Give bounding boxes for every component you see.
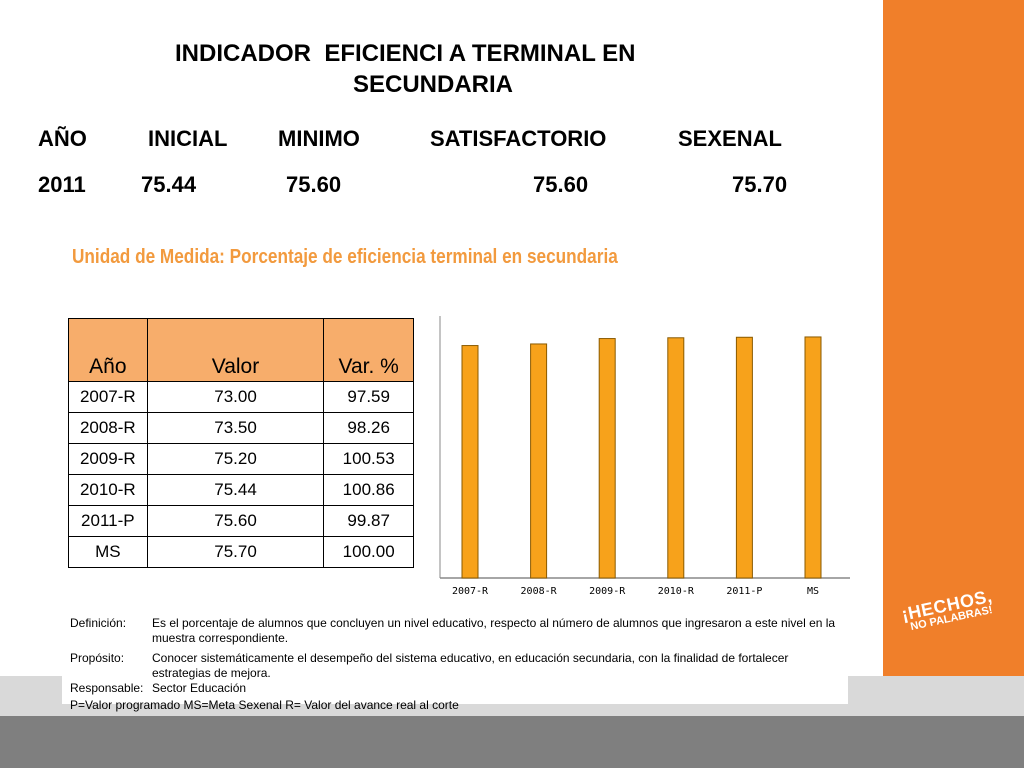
definitions-block: Definición: Es el porcentaje de alumnos … xyxy=(70,616,850,713)
table-cell: MS xyxy=(68,536,148,568)
value-initial: 75.44 xyxy=(141,172,197,197)
chart-bar xyxy=(530,343,548,579)
table-row: MS 75.70 100.00 xyxy=(68,536,414,568)
table-cell: 2008-R xyxy=(68,412,148,444)
table-row: 2007-R 73.00 97.59 xyxy=(68,381,414,413)
purpose-text: Conocer sistemáticamente el desempeño de… xyxy=(152,651,789,680)
chart-x-tick-label: 2008-R xyxy=(520,586,557,597)
table-cell: 73.50 xyxy=(146,412,325,444)
responsible-row: Responsable: Sector Educación xyxy=(70,681,850,696)
header-year: AÑO xyxy=(38,126,87,151)
table-row: 2008-R 73.50 98.26 xyxy=(68,412,414,444)
indicator-table: Año Valor Var. % 2007-R 73.00 97.59 2008… xyxy=(68,318,414,568)
table-header-var: Var. % xyxy=(323,318,414,382)
unit-title: Unidad de Medida: Porcentaje de eficienc… xyxy=(72,246,618,268)
table-cell: 100.00 xyxy=(323,536,414,568)
bar-chart xyxy=(436,316,850,606)
responsible-text: Sector Educación xyxy=(152,681,247,695)
table-row: 2011-P 75.60 99.87 xyxy=(68,505,414,537)
title-line2: SECUNDARIA xyxy=(353,71,514,98)
table-cell: 75.70 xyxy=(146,536,325,568)
responsible-label: Responsable: xyxy=(70,681,144,695)
legend-text: P=Valor programado MS=Meta Sexenal R= Va… xyxy=(70,698,459,712)
chart-x-tick-label: MS xyxy=(806,586,820,597)
embedded-indicator-image: Unidad de Medida: Porcentaje de eficienc… xyxy=(62,230,850,712)
value-satisfactory: 75.60 xyxy=(533,172,589,197)
table-cell: 100.53 xyxy=(323,443,414,475)
purpose-row: Propósito: Conocer sistemáticamente el d… xyxy=(70,651,850,681)
table-header-year: Año xyxy=(68,318,148,382)
header-sexennial: SEXENAL xyxy=(678,126,782,151)
table-cell: 2011-P xyxy=(68,505,148,537)
chart-bar xyxy=(667,337,685,579)
table-header-row: Año Valor Var. % xyxy=(68,318,414,382)
table-cell: 75.44 xyxy=(146,474,325,506)
footer-band-dark xyxy=(0,716,1024,768)
chart-x-tick-label: 2009-R xyxy=(589,586,626,597)
header-initial: INICIAL xyxy=(148,126,228,151)
table-cell: 97.59 xyxy=(323,381,414,413)
chart-x-tick-label: 2011-P xyxy=(726,586,763,597)
table-cell: 99.87 xyxy=(323,505,414,537)
table-cell: 100.86 xyxy=(323,474,414,506)
orange-side-band xyxy=(883,0,1024,676)
header-minimum: MINIMO xyxy=(278,126,360,151)
table-row: 2010-R 75.44 100.86 xyxy=(68,474,414,506)
definition-row: Definición: Es el porcentaje de alumnos … xyxy=(70,616,850,646)
chart-bar xyxy=(735,336,753,579)
header-satisfactory: SATISFACTORIO xyxy=(430,126,607,151)
value-year: 2011 xyxy=(38,172,86,197)
chart-x-labels: 2007-R 2008-R 2009-R 2010-R 2011-P MS xyxy=(436,586,850,602)
value-minimum: 75.60 xyxy=(286,172,342,197)
title-line1: INDICADOR EFICIENCI A TERMINAL EN xyxy=(175,40,636,67)
bar-chart-svg xyxy=(439,316,850,579)
table-row: 2009-R 75.20 100.53 xyxy=(68,443,414,475)
table-cell: 75.60 xyxy=(146,505,325,537)
table-cell: 98.26 xyxy=(323,412,414,444)
table-cell: 75.20 xyxy=(146,443,325,475)
definition-text: Es el porcentaje de alumnos que concluye… xyxy=(152,616,836,645)
slide-title: INDICADOR EFICIENCI A TERMINAL EN SECUND… xyxy=(175,38,735,100)
table-header-value: Valor xyxy=(146,318,325,382)
table-cell: 2010-R xyxy=(68,474,148,506)
chart-x-tick-label: 2007-R xyxy=(451,586,489,597)
definition-label: Definición: xyxy=(70,616,127,630)
chart-x-tick-label: 2010-R xyxy=(657,586,694,597)
chart-bar xyxy=(598,338,616,579)
chart-bar xyxy=(804,336,822,579)
chart-bar xyxy=(461,345,479,579)
purpose-label: Propósito: xyxy=(70,651,125,665)
table-cell: 73.00 xyxy=(146,381,325,413)
table-cell: 2009-R xyxy=(68,443,148,475)
table-cell: 2007-R xyxy=(68,381,148,413)
value-sexennial: 75.70 xyxy=(732,172,788,197)
